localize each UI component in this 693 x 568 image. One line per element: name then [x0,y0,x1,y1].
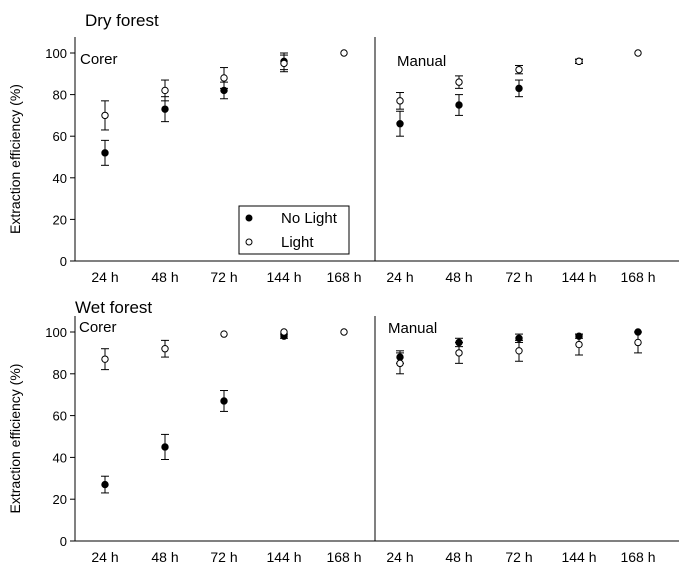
point-no-light [101,480,109,489]
point-light [396,359,404,368]
x-tick-label: 24 h [386,549,413,565]
panel-1: 0 20 40 60 80 100 24 h 48 h 72 h 144 h 168 h Extrac… [7,11,375,285]
point-light [575,340,583,349]
panel-label: Manual [388,320,437,337]
point-no-light [161,105,169,113]
point-light [340,49,348,57]
x-tick-label: 48 h [445,269,472,285]
point-light [280,59,288,68]
y-tick-label: 80 [53,367,67,382]
panel-4: 24 h 48 h 72 h 144 h 168 h Manual [374,316,679,565]
panel-label: Manual [397,53,446,70]
x-tick-label: 168 h [620,269,655,285]
point-light [455,349,463,357]
x-tick-label: 144 h [266,549,301,565]
point-no-light [161,443,169,451]
point-light [161,345,169,353]
x-tick-label: 48 h [445,549,472,565]
y-axis-label: Extraction efficiency (%) [7,364,23,514]
panel-3: 0 20 40 60 80 100 24 h 48 h 72 h 144 h 168 h Extrac… [7,298,375,565]
x-tick-label: 72 h [210,269,237,285]
y-tick-label: 0 [60,534,67,549]
y-tick-label: 100 [45,46,67,61]
x-tick-label: 144 h [266,269,301,285]
y-tick-label: 20 [53,492,67,507]
point-no-light [220,397,228,405]
y-tick-label: 80 [53,88,67,103]
y-tick-label: 100 [45,325,67,340]
y-tick-label: 40 [53,171,67,186]
x-tick-label: 144 h [561,549,596,565]
y-axis-label: Extraction efficiency (%) [7,84,23,234]
legend: No Light Light [238,205,350,255]
x-tick-label: 168 h [326,549,361,565]
y-tick-label: 60 [53,129,67,144]
legend-label: Light [281,234,314,251]
x-tick-label: 24 h [91,269,118,285]
point-light [101,355,109,363]
x-tick-label: 168 h [620,549,655,565]
legend-marker [245,238,253,246]
x-tick-label: 48 h [151,549,178,565]
x-tick-label: 144 h [561,269,596,285]
point-light [515,65,523,74]
point-light [634,338,642,347]
point-light [455,78,463,86]
legend-label: No Light [281,210,338,227]
panel-label: Corer [79,319,117,336]
y-tick-label: 20 [53,212,67,227]
x-tick-label: 168 h [326,269,361,285]
x-tick-label: 48 h [151,269,178,285]
point-no-light [101,149,109,157]
legend-marker [245,214,253,222]
x-tick-label: 72 h [505,269,532,285]
y-tick-label: 60 [53,409,67,424]
point-light [161,86,169,95]
panel-label: Corer [80,51,118,68]
x-tick-label: 24 h [91,549,118,565]
point-light [220,74,228,82]
y-tick-label: 0 [60,254,67,269]
point-light [340,328,348,336]
x-tick-label: 24 h [386,269,413,285]
point-light [101,111,109,120]
point-light [220,330,228,338]
y-tick-label: 40 [53,450,67,465]
x-tick-label: 72 h [210,549,237,565]
x-tick-label: 72 h [505,549,532,565]
point-light [280,328,288,336]
point-no-light [396,120,404,128]
point-light [575,57,583,66]
section-title: Wet forest [75,298,152,317]
point-light [396,97,404,105]
section-title: Dry forest [85,11,159,30]
legend-box [238,205,350,255]
point-no-light [515,84,523,93]
panel-2: 24 h 48 h 72 h 144 h 168 h Manual [374,37,679,285]
point-light [634,49,642,57]
point-no-light [455,101,463,109]
point-light [515,347,523,355]
